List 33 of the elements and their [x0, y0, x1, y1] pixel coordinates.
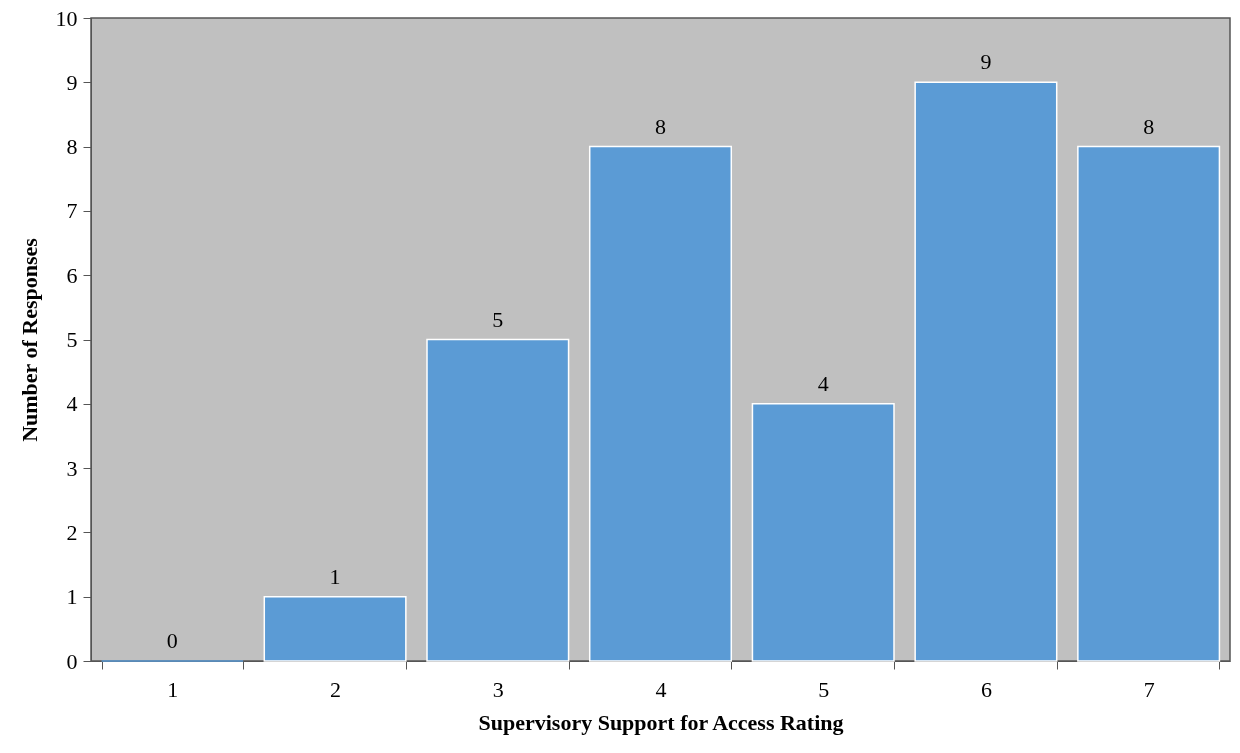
y-tick-label: 2 [66, 519, 78, 545]
y-tick-label: 0 [66, 648, 78, 674]
y-tick-label: 5 [66, 327, 78, 352]
x-tick-label: 5 [818, 676, 830, 702]
y-tick-label: 3 [66, 455, 78, 481]
bar [1077, 145, 1221, 662]
y-axis-title: Number of Responses [16, 237, 42, 442]
x-tick-label: 2 [330, 676, 342, 702]
x-tick-label: 3 [492, 676, 504, 702]
x-tick-label: 1 [167, 676, 179, 702]
data-label: 8 [1143, 113, 1155, 139]
y-tick-label: 1 [66, 584, 78, 610]
data-label: 8 [655, 113, 666, 139]
data-label: 4 [817, 370, 829, 396]
data-label: 1 [329, 563, 341, 589]
y-tick-label: 7 [66, 198, 78, 224]
bar [426, 338, 570, 662]
data-label: 5 [492, 306, 504, 332]
data-label: 9 [980, 49, 992, 75]
x-axis-title: Supervisory Support for Access Rating [478, 709, 844, 735]
y-tick-label: 8 [66, 134, 78, 160]
x-tick-label: 6 [980, 676, 992, 702]
y-tick-label: 4 [66, 391, 78, 417]
y-tick-label: 6 [66, 262, 78, 288]
bar [588, 145, 733, 662]
data-label: 0 [166, 628, 178, 653]
bar [751, 403, 895, 662]
bar [914, 81, 1058, 662]
bar [263, 595, 407, 662]
x-tick-label: 4 [655, 676, 667, 702]
y-tick-label: 9 [66, 69, 78, 95]
x-tick-label: 7 [1143, 676, 1155, 702]
y-tick-label: 10 [55, 5, 78, 31]
